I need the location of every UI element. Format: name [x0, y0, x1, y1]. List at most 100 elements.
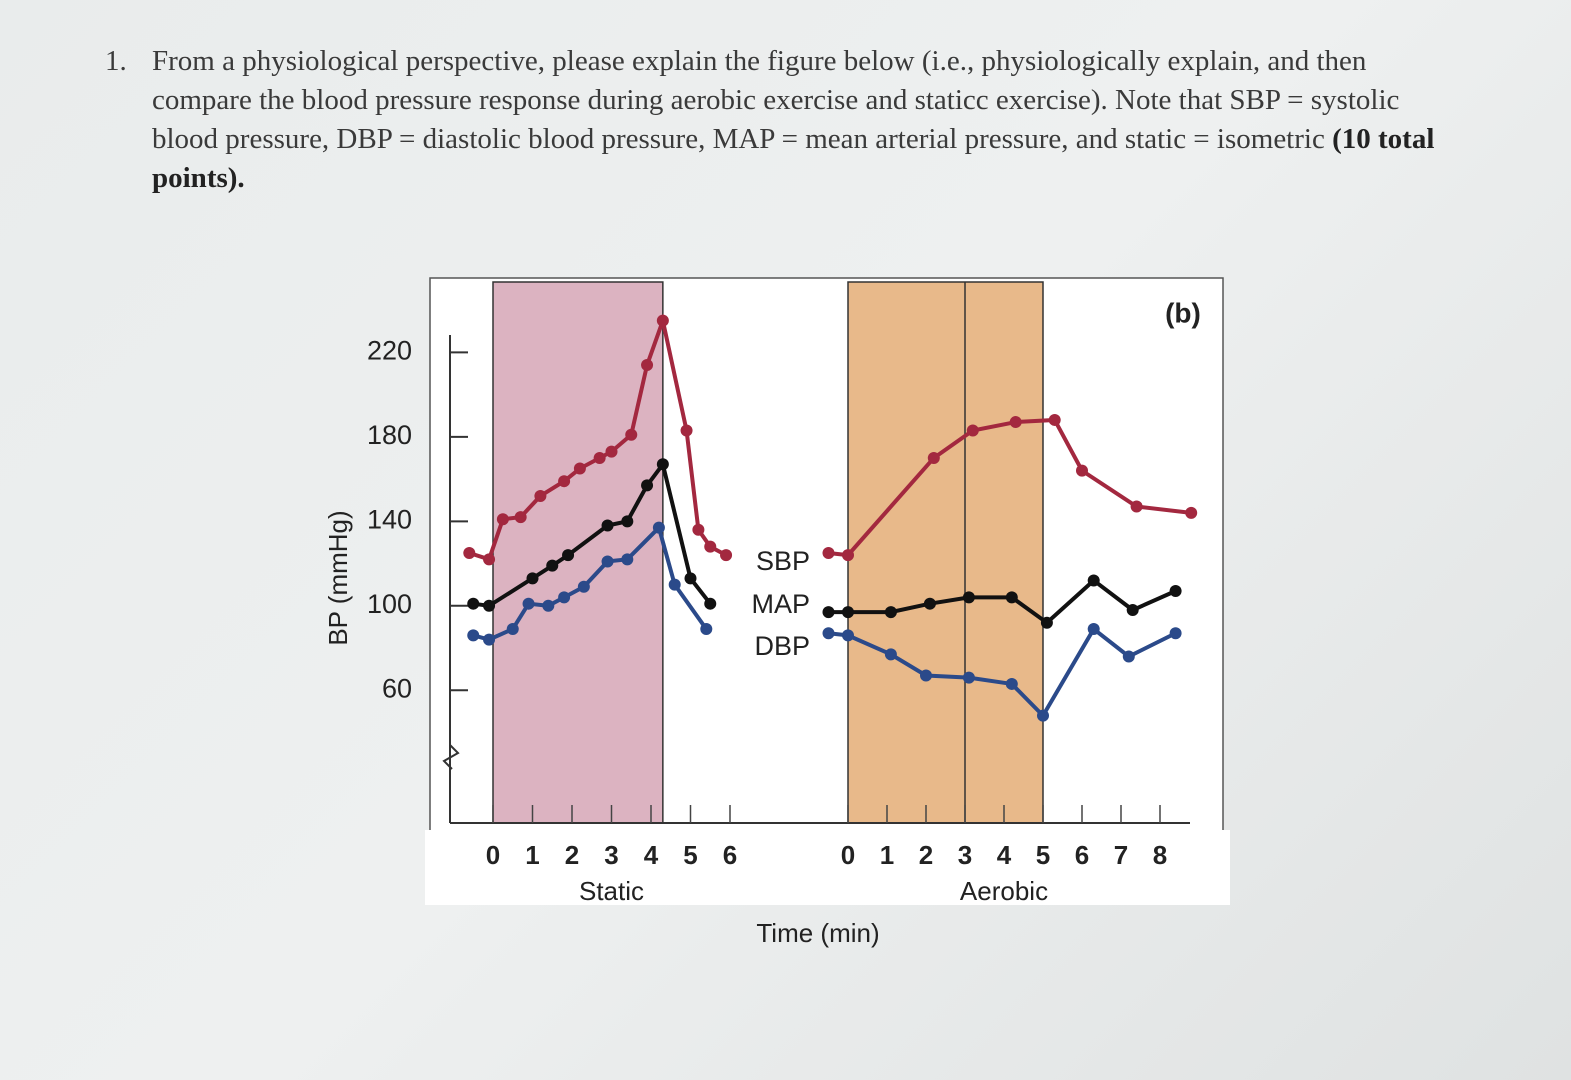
data-point	[684, 572, 697, 585]
data-point	[822, 606, 835, 619]
data-point	[546, 559, 559, 572]
data-point	[842, 629, 854, 642]
exercise-period	[847, 281, 1044, 824]
data-point	[514, 511, 527, 524]
data-point	[558, 591, 571, 604]
question-points: (10 total points).	[152, 123, 1435, 194]
data-point	[621, 553, 634, 566]
data-point	[966, 424, 979, 437]
y-tick-label: 220	[367, 335, 412, 365]
data-point	[656, 458, 669, 471]
data-point	[1087, 623, 1100, 636]
data-point	[625, 428, 638, 441]
data-point	[927, 451, 940, 464]
data-point	[822, 627, 835, 640]
series-line	[828, 626, 1177, 719]
data-point	[1185, 506, 1198, 519]
data-point	[621, 515, 634, 528]
question-body: From a physiological perspective, please…	[152, 42, 1465, 198]
y-tick-label: 60	[382, 673, 412, 703]
data-point	[601, 555, 614, 568]
x-tick-label: 3	[604, 840, 618, 870]
data-point	[601, 519, 614, 532]
panel-name: Static	[579, 876, 644, 906]
data-point	[884, 648, 897, 661]
data-point	[467, 629, 480, 642]
data-point	[962, 591, 975, 604]
data-point	[483, 633, 496, 646]
data-point	[822, 547, 835, 559]
y-tick-label: 140	[367, 504, 412, 534]
x-tick-label: 2	[565, 840, 579, 870]
question-number: 1.	[105, 45, 127, 77]
legend-label: MAP	[751, 589, 810, 619]
x-tick-label: 1	[525, 840, 539, 870]
panel-name: Aerobic	[960, 876, 1048, 906]
x-tick-label: 5	[683, 840, 697, 870]
x-tick-label: 4	[644, 840, 659, 870]
x-tick-label: 0	[841, 840, 855, 870]
data-point	[1169, 627, 1182, 640]
data-point	[558, 475, 571, 488]
data-point	[842, 606, 854, 619]
y-tick-label: 100	[367, 589, 412, 619]
x-tick-label: 7	[1114, 840, 1128, 870]
legend-label: DBP	[754, 631, 810, 661]
x-tick-label: 3	[958, 840, 972, 870]
data-point	[652, 521, 665, 534]
data-point	[526, 572, 539, 585]
data-point	[463, 547, 476, 559]
data-point	[720, 549, 733, 562]
question: 1. From a physiological perspective, ple…	[105, 42, 1465, 198]
data-point	[842, 549, 854, 562]
x-axis-title: Time (min)	[756, 918, 879, 948]
data-point	[483, 553, 496, 566]
data-point	[506, 623, 519, 636]
legend-label: SBP	[756, 546, 810, 576]
x-tick-label: 2	[919, 840, 933, 870]
data-point	[704, 597, 717, 610]
data-point	[1169, 585, 1182, 598]
data-point	[1005, 591, 1018, 604]
data-point	[641, 359, 654, 372]
data-point	[593, 451, 606, 464]
x-tick-label: 6	[723, 840, 737, 870]
data-point	[700, 623, 713, 636]
data-point	[962, 671, 975, 684]
data-point	[668, 578, 681, 591]
data-point	[692, 523, 705, 536]
data-point	[1130, 500, 1143, 513]
x-tick-label: 0	[486, 840, 500, 870]
x-tick-label: 1	[880, 840, 894, 870]
data-point	[1087, 574, 1100, 587]
data-point	[573, 462, 586, 475]
y-tick-label: 180	[367, 420, 412, 450]
data-point	[1040, 616, 1053, 629]
data-point	[1009, 416, 1022, 429]
figure-frame-mask	[425, 830, 1230, 905]
exercise-period	[492, 281, 664, 824]
data-point	[605, 445, 618, 458]
panel-label: (b)	[1165, 297, 1201, 328]
data-point	[1122, 650, 1135, 663]
x-tick-label: 6	[1075, 840, 1089, 870]
data-point	[923, 597, 936, 610]
data-point	[656, 314, 669, 327]
data-point	[1076, 464, 1088, 477]
data-point	[920, 669, 932, 682]
data-point	[704, 540, 717, 553]
series-line	[468, 313, 727, 562]
data-point	[884, 606, 897, 619]
data-point	[680, 424, 693, 437]
data-point	[483, 599, 496, 612]
data-point	[1005, 677, 1018, 690]
x-tick-label: 5	[1036, 840, 1050, 870]
data-point	[641, 479, 654, 492]
data-point	[1126, 604, 1139, 617]
data-point	[534, 489, 547, 502]
data-point	[467, 597, 480, 610]
data-point	[1048, 413, 1061, 426]
axis-break	[442, 744, 460, 770]
question-text: From a physiological perspective, please…	[152, 45, 1400, 155]
